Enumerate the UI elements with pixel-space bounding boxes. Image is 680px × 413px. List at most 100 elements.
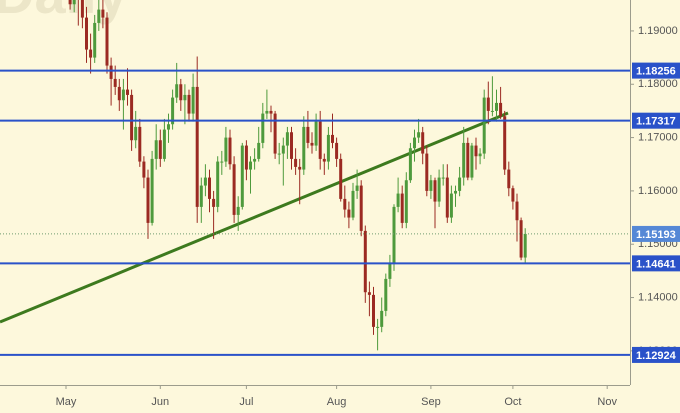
candle-body [470,145,474,178]
candle-body [158,140,162,159]
candle-body [294,158,298,167]
y-tick-label: 1.16000 [638,185,678,197]
candle-body [359,185,363,231]
candle-body [261,113,265,143]
candle-body [314,121,318,146]
candle-body [519,220,523,258]
candle-body [421,132,425,154]
x-tick-label: Oct [504,396,521,408]
candle-body [322,158,326,162]
candle-body [150,158,154,223]
candle-body [203,177,207,186]
y-tick-label: 1.17000 [638,131,678,143]
candle-body [191,86,195,114]
candle-body [495,102,498,111]
candle-body [285,132,289,146]
y-tick-label: 1.18000 [638,78,678,90]
candle-body [216,161,220,207]
candle-body [425,153,429,191]
candle-body [404,180,408,223]
candle-body [507,169,511,189]
candle-body [523,233,527,258]
last-price-label: 1.15193 [636,229,676,241]
y-tick-label: 1.14000 [638,291,678,303]
level-label: 1.18256 [636,66,676,78]
candle-body [97,9,101,23]
candle-body [68,0,72,5]
candle-body [503,116,507,170]
candle-body [85,17,88,50]
candle-body [331,134,334,143]
candle-body [355,185,359,191]
candle-body [486,97,490,111]
candle-body [372,294,375,327]
candle-body [265,110,269,114]
candle-body [89,49,93,58]
candle-body [392,206,396,263]
candle-body [228,137,232,165]
candle-body [376,326,380,328]
candle-body [220,161,224,163]
candle-body [515,201,519,221]
candle-body [249,161,252,170]
candle-body [171,97,175,125]
candle-body [413,137,416,149]
candle-body [167,124,170,130]
candle-body [454,190,457,194]
level-box [632,112,680,129]
candle-body [343,198,347,210]
candle-body [240,145,244,207]
x-tick-label: May [56,396,77,408]
watermark: Daily [0,0,128,25]
candle-body [273,113,277,154]
candle-body [306,126,310,143]
candle-body [449,193,453,218]
candle-body [72,0,76,5]
y-tick-label: 1.19000 [638,25,678,37]
candle-body [466,142,470,178]
candle-body [396,193,400,207]
candle-body [511,188,515,202]
level-box [632,62,680,79]
candle-body [109,65,113,79]
candle-body [93,22,97,58]
candle-body [236,206,240,215]
candle-body [367,292,371,295]
x-tick-label: Aug [327,396,347,408]
candle-body [298,166,302,170]
candle-body [195,86,199,207]
candle-body [80,0,84,18]
candle-body [384,278,388,311]
candle-body [138,126,142,162]
level-box [632,255,680,272]
candle-body [462,142,466,178]
candle-body [208,177,211,199]
last-price-box [632,225,680,242]
candle-body [105,17,109,66]
candle-body [183,94,187,101]
candle-body [482,97,486,154]
candle-body [224,137,228,162]
candle-body [199,185,203,207]
candle-body [326,134,330,162]
x-tick-label: Sep [421,396,441,408]
candle-body [490,110,494,112]
candle-body [429,180,433,191]
candle-body [290,132,293,159]
candle-body [146,177,150,223]
candle-body [212,198,216,207]
candle-body [499,102,503,117]
candle-body [335,142,339,159]
candle-body [269,110,273,114]
candle-body [257,142,261,159]
candle-body [408,148,412,181]
candle-body [363,230,367,293]
candle-body [253,158,257,162]
level-label: 1.17317 [636,116,676,128]
candle-body [347,209,351,218]
x-tick-label: Jul [239,396,253,408]
level-label: 1.14641 [636,258,676,270]
candle-body [388,262,392,279]
